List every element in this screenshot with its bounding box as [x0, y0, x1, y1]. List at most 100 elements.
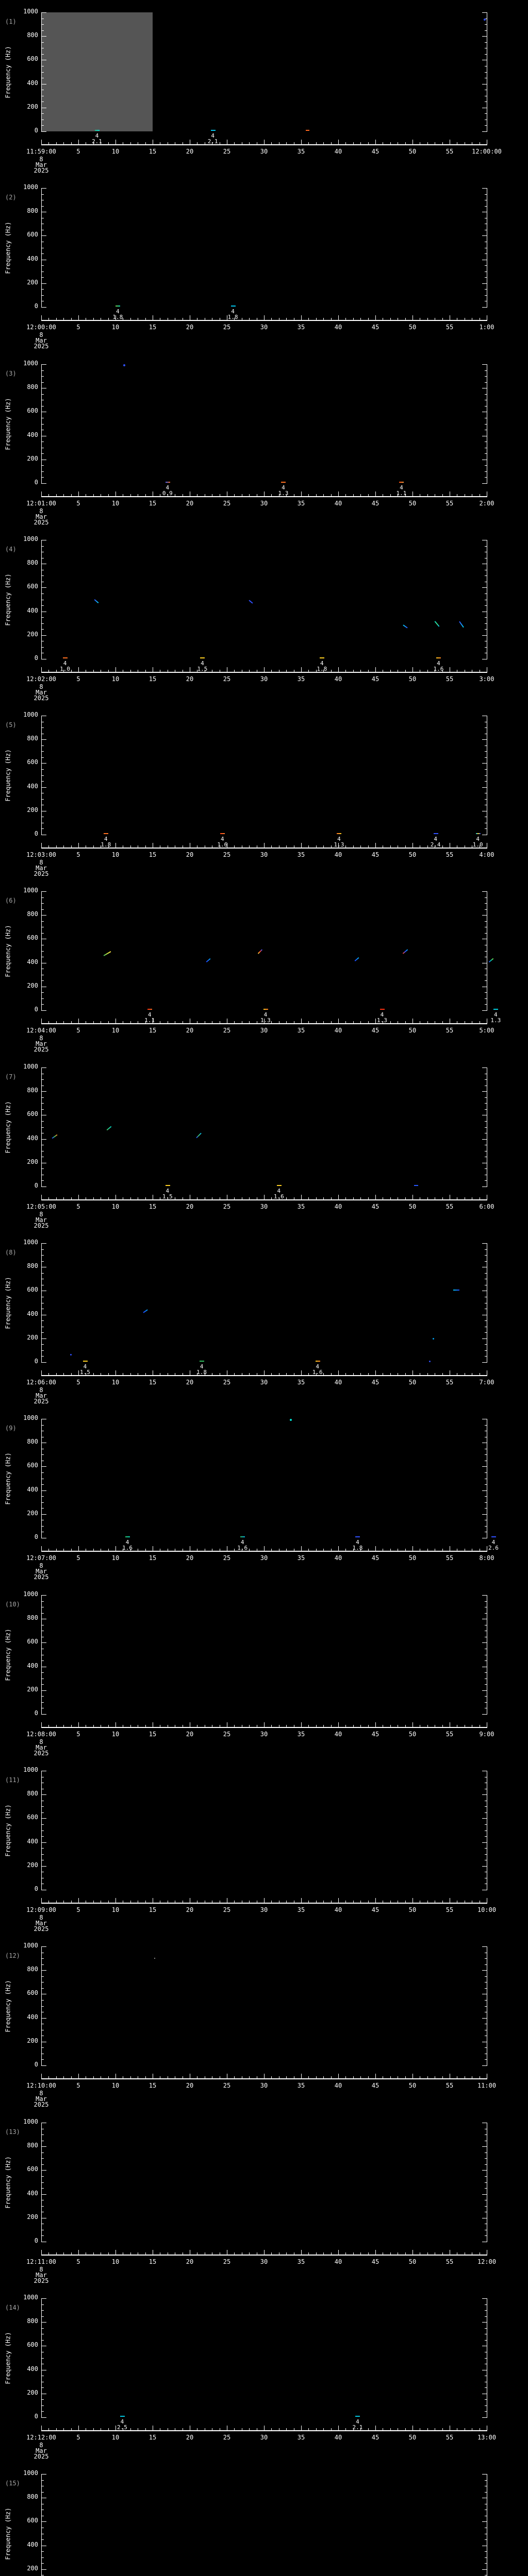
x-tick [301, 843, 302, 848]
y-tick-label: 800 [27, 1438, 38, 1445]
x-axis-line [41, 848, 487, 849]
y-tick [42, 1595, 46, 1596]
x-tick [71, 494, 72, 496]
event-marker [475, 833, 481, 834]
chirp-sweep-mark [402, 949, 408, 954]
y-tick-label: 400 [27, 783, 38, 790]
y-tick-label: 1000 [23, 1239, 38, 1246]
x-tick [316, 1901, 317, 1903]
date-label: 2025 [34, 1750, 49, 1757]
event-count-label: 4 [316, 1363, 319, 1370]
y-axis-left-spine [41, 2123, 42, 2242]
spectrogram-panel: (2) Frequency (Hz) 0 200 400 600 800 1000 12:00:… [0, 176, 528, 351]
x-tick [390, 2252, 391, 2255]
x-tick [234, 1197, 235, 1199]
x-tick [145, 1197, 146, 1199]
x-tick [264, 2250, 265, 2255]
x-tick [145, 845, 146, 848]
time-tick-label: 15 [148, 148, 157, 155]
x-tick [353, 318, 354, 320]
time-tick-label: 30 [260, 1906, 268, 1913]
y-tick [42, 1097, 44, 1098]
time-tick-label: 50 [408, 851, 417, 858]
time-tick-label: 25 [223, 1906, 231, 1913]
x-tick [390, 2076, 391, 2078]
y-tick [42, 289, 44, 290]
y-tick [485, 1320, 487, 1321]
time-tick-label: 50 [408, 1027, 417, 1034]
time-tick-label: 30 [260, 851, 268, 858]
x-tick [368, 318, 369, 320]
event-marker [200, 657, 205, 658]
x-tick [301, 2074, 302, 2078]
x-tick [286, 1725, 287, 1727]
y-tick [485, 465, 487, 466]
x-tick [93, 1549, 94, 1551]
x-tick [360, 1373, 361, 1375]
spectral-dot-mark [432, 1338, 434, 1340]
event-count-label: 4 [83, 1363, 87, 1370]
y-tick [482, 1595, 487, 1596]
spectrogram-panel: (3) Frequency (Hz) 0 200 400 600 800 1000 12:01:… [0, 352, 528, 528]
y-tick [482, 1690, 487, 1691]
time-tick-label: 40 [334, 2434, 342, 2441]
event-count-label: 4 [201, 660, 204, 667]
x-tick [145, 670, 146, 672]
event-count-label: 4 [434, 836, 437, 842]
y-tick-label: 0 [34, 1533, 38, 1540]
x-tick [249, 670, 250, 672]
y-tick-label: 800 [27, 1262, 38, 1269]
x-tick [145, 1373, 146, 1375]
x-tick [48, 2428, 49, 2430]
y-tick [42, 1332, 44, 1333]
x-tick [368, 2252, 369, 2255]
y-tick [485, 42, 487, 43]
x-tick [71, 1549, 72, 1551]
x-tick [234, 1373, 235, 1375]
x-tick [301, 1019, 302, 1023]
y-tick [482, 1514, 487, 1515]
event-marker [240, 1536, 245, 1537]
y-tick [485, 727, 487, 728]
time-tick-label: 30 [260, 1203, 268, 1210]
y-axis-left-spine [41, 716, 42, 835]
time-tick-label: 35 [297, 148, 305, 155]
event-count-label: 4 [356, 1539, 359, 1546]
x-tick [375, 1898, 376, 1903]
start-time-label: 12:05:00 [26, 1203, 56, 1210]
event-count-label: 4 [120, 2418, 124, 2425]
x-tick [353, 1021, 354, 1023]
y-tick [482, 1139, 487, 1140]
x-tick [353, 142, 354, 144]
x-tick [427, 1197, 428, 1199]
chirp-sweep-mark [488, 958, 494, 963]
y-axis-left-spine [41, 364, 42, 484]
x-tick [316, 318, 317, 320]
x-tick [301, 140, 302, 144]
y-tick-label: 800 [27, 559, 38, 566]
y-tick [42, 587, 46, 588]
y-tick [485, 2206, 487, 2207]
time-tick-label: 35 [297, 1906, 305, 1913]
start-time-label: 12:07:00 [26, 1554, 56, 1562]
y-tick [42, 1356, 44, 1357]
x-tick [301, 667, 302, 672]
panel-number-label: (1) [5, 18, 16, 25]
y-tick [42, 1958, 44, 1959]
x-tick [41, 1898, 42, 1903]
event-marker [63, 657, 68, 658]
x-tick [308, 1021, 309, 1023]
x-tick [108, 2076, 109, 2078]
start-time-label: 12:10:00 [26, 2082, 56, 2089]
x-tick [412, 1019, 413, 1023]
x-tick [130, 670, 131, 672]
spectral-dot-mark [70, 1354, 72, 1356]
time-tick-label: 20 [186, 324, 194, 331]
x-tick [41, 1546, 42, 1551]
y-tick [485, 1684, 487, 1685]
time-tick-label: 15 [148, 1906, 157, 1913]
y-tick [42, 1255, 44, 1256]
y-axis-left-spine [41, 1946, 42, 2066]
time-tick-label: 15 [148, 675, 157, 683]
x-tick [63, 1197, 64, 1199]
